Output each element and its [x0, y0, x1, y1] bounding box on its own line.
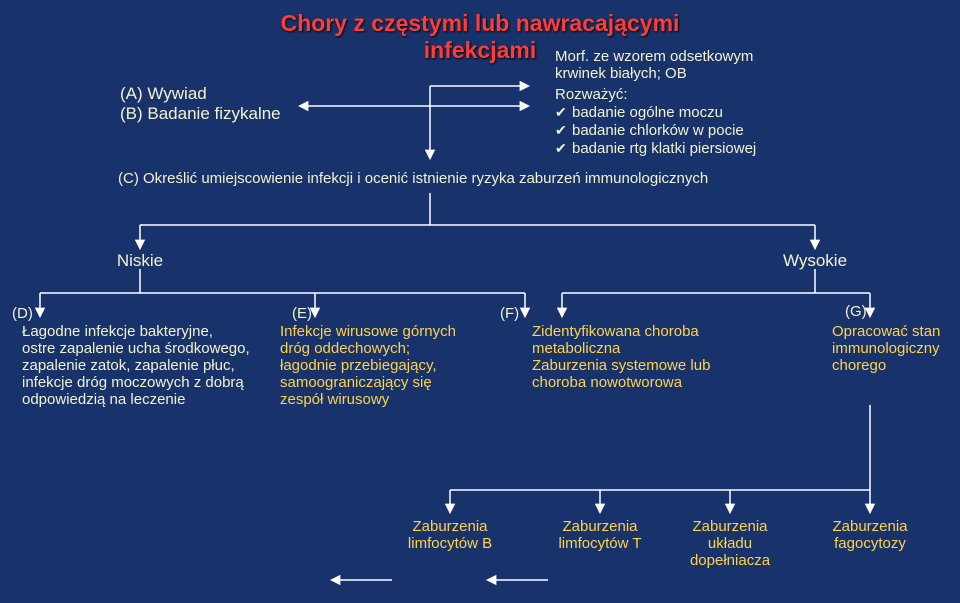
arrows-layer — [0, 0, 960, 603]
